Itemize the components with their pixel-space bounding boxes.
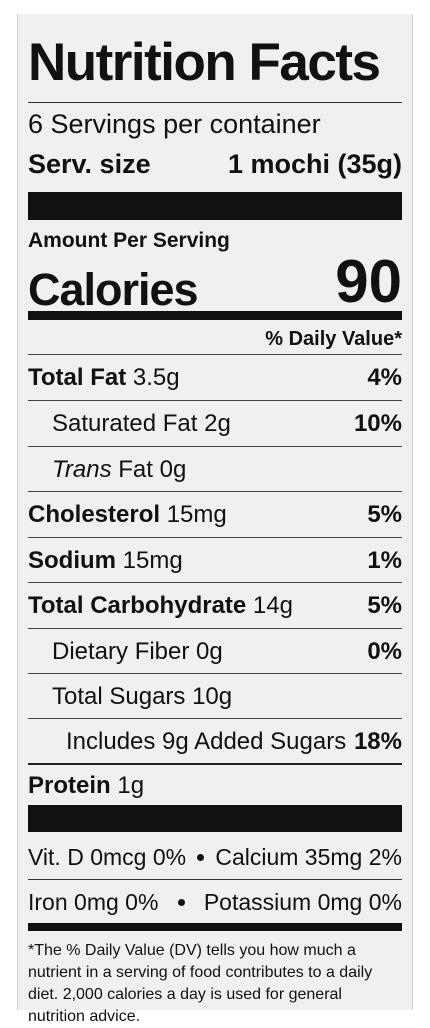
nutrient-name: Total Carbohydrate (28, 591, 247, 619)
nutrient-amount: 1g (117, 772, 145, 799)
vitamin-d: Vit. D 0mcg 0% (28, 843, 187, 870)
iron: Iron 0mg 0% (28, 888, 159, 915)
nutrient-amount: 15mg (166, 500, 227, 528)
nutrient-name: Saturated Fat (52, 409, 198, 437)
nutrient-amount: 3.5g (132, 363, 180, 391)
medium-divider (28, 311, 402, 320)
thick-divider-bottom (28, 805, 402, 832)
nutrient-dv: 10% (353, 409, 402, 437)
calcium: Calcium 35mg 2% (215, 843, 402, 870)
vitamin-row-1: Vit. D 0mcg 0% Calcium 35mg 2% (28, 835, 402, 879)
daily-value-footnote: *The % Daily Value (DV) tells you how mu… (28, 942, 373, 1025)
nutrient-name: Dietary Fiber (52, 637, 190, 665)
daily-value-header: % Daily Value* (265, 328, 402, 350)
potassium: Potassium 0mg 0% (203, 888, 402, 915)
divider (28, 102, 402, 103)
nutrient-row-total-sugars: Total Sugars 10g (28, 673, 402, 719)
vitamin-row-2: Iron 0mg 0% Potassium 0mg 0% (28, 880, 402, 924)
nutrient-row-protein: Protein 1g (28, 763, 402, 807)
nutrient-row-saturated-fat: Saturated Fat 2g 10% (28, 400, 402, 446)
calories-row: Calories 90 (28, 248, 402, 315)
nutrient-amount: 0g (159, 455, 187, 483)
nutrient-name: Cholesterol (28, 500, 161, 528)
nutrient-dv: 18% (353, 727, 402, 755)
nutrient-name: Includes 9g Added Sugars (66, 727, 347, 755)
calories-value: 90 (335, 248, 402, 315)
nutrient-dv: 0% (367, 637, 402, 665)
medium-divider-bottom (28, 923, 402, 931)
nutrient-row-total-carbohydrate: Total Carbohydrate 14g 5% (28, 582, 402, 628)
nutrient-name: Total Fat (28, 363, 127, 391)
nutrient-name: Fat (118, 455, 153, 483)
serving-size-label: Serv. size (28, 149, 151, 179)
nutrient-amount: 15mg (122, 546, 183, 574)
nutrient-row-added-sugars: Includes 9g Added Sugars 18% (28, 718, 402, 764)
calories-label: Calories (28, 264, 199, 315)
bullet-icon (197, 853, 205, 861)
nutrient-dv: 5% (367, 500, 402, 528)
bullet-icon (177, 898, 185, 906)
serving-size-row: Serv. size 1 mochi (35g) (28, 151, 402, 178)
amount-per-serving: Amount Per Serving (28, 229, 230, 252)
nutrient-amount: 10g (192, 682, 233, 710)
nutrient-dv: 5% (367, 591, 402, 619)
nutrient-amount: 2g (204, 409, 231, 437)
nutrient-row-total-fat: Total Fat 3.5g 4% (28, 354, 402, 400)
serving-size-value: 1 mochi (35g) (227, 149, 402, 179)
nutrient-row-sodium: Sodium 15mg 1% (28, 537, 402, 583)
nutrient-dv: 1% (367, 546, 402, 574)
servings-per-container: 6 Servings per container (28, 109, 321, 139)
nutrient-row-cholesterol: Cholesterol 15mg 5% (28, 491, 402, 537)
nutrient-amount: 0g (196, 637, 223, 665)
nutrient-amount: 14g (252, 591, 293, 619)
nutrition-facts-panel: Nutrition Facts 6 Servings per container… (17, 14, 413, 1025)
divider (28, 879, 402, 880)
nutrient-name: Sodium (28, 546, 116, 574)
nutrient-name-italic: Trans (52, 455, 112, 483)
nutrient-row-dietary-fiber: Dietary Fiber 0g 0% (28, 628, 402, 674)
nutrient-row-trans-fat: Trans Fat 0g (28, 446, 402, 492)
nutrient-dv: 4% (367, 363, 402, 391)
nutrition-facts-title: Nutrition Facts (28, 33, 381, 92)
thick-divider (28, 192, 402, 220)
nutrient-name: Protein (28, 772, 111, 799)
nutrient-name: Total Sugars (52, 682, 186, 710)
